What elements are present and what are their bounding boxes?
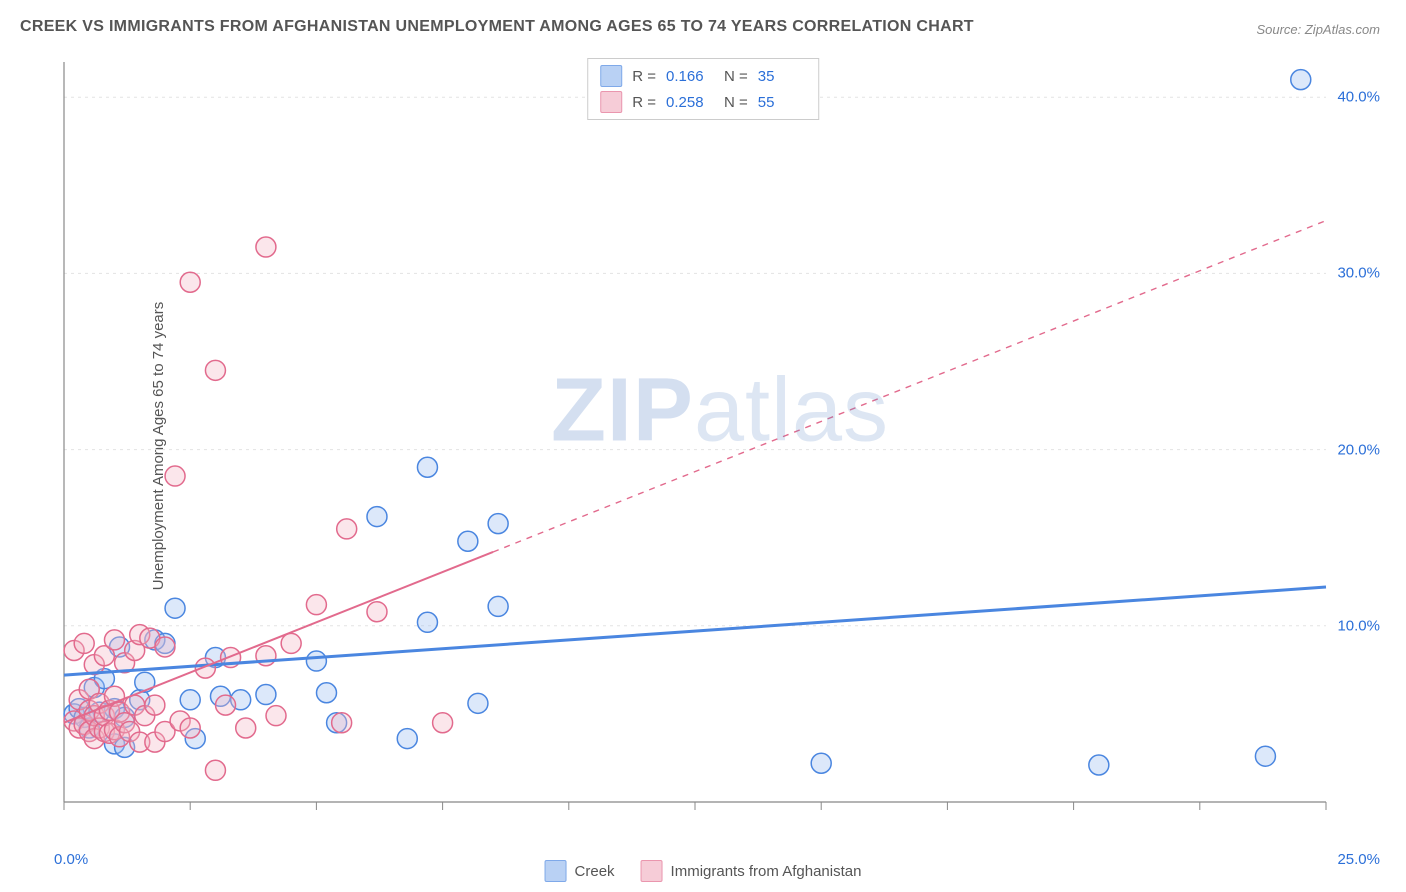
- series-legend: Creek Immigrants from Afghanistan: [545, 860, 862, 882]
- legend-row: R = 0.166 N = 35: [596, 63, 810, 89]
- y-tick-label: 30.0%: [1337, 265, 1380, 282]
- legend-swatch: [600, 91, 622, 113]
- y-tick-label: 20.0%: [1337, 441, 1380, 458]
- series-legend-item: Creek: [545, 860, 615, 882]
- series-legend-label: Creek: [575, 863, 615, 880]
- legend-swatch: [545, 860, 567, 882]
- legend-n-label: N =: [724, 68, 748, 85]
- legend-r-label: R =: [632, 94, 656, 111]
- y-tick-label: 10.0%: [1337, 617, 1380, 634]
- source-label: Source: ZipAtlas.com: [1256, 22, 1380, 37]
- legend-r-value: 0.258: [666, 94, 714, 111]
- series-legend-label: Immigrants from Afghanistan: [671, 863, 862, 880]
- legend-n-value: 35: [758, 68, 806, 85]
- y-tick-label: 40.0%: [1337, 89, 1380, 106]
- x-axis-max-label: 25.0%: [1337, 851, 1380, 868]
- legend-n-label: N =: [724, 94, 748, 111]
- legend-n-value: 55: [758, 94, 806, 111]
- scatter-plot: ZIPatlas: [54, 52, 1386, 832]
- correlation-legend: R = 0.166 N = 35 R = 0.258 N = 55: [587, 58, 819, 120]
- legend-r-label: R =: [632, 68, 656, 85]
- x-axis-origin-label: 0.0%: [54, 851, 88, 868]
- legend-swatch: [641, 860, 663, 882]
- plot-svg: [54, 52, 1386, 832]
- legend-swatch: [600, 65, 622, 87]
- series-legend-item: Immigrants from Afghanistan: [641, 860, 862, 882]
- legend-row: R = 0.258 N = 55: [596, 89, 810, 115]
- legend-r-value: 0.166: [666, 68, 714, 85]
- chart-title: CREEK VS IMMIGRANTS FROM AFGHANISTAN UNE…: [20, 18, 974, 36]
